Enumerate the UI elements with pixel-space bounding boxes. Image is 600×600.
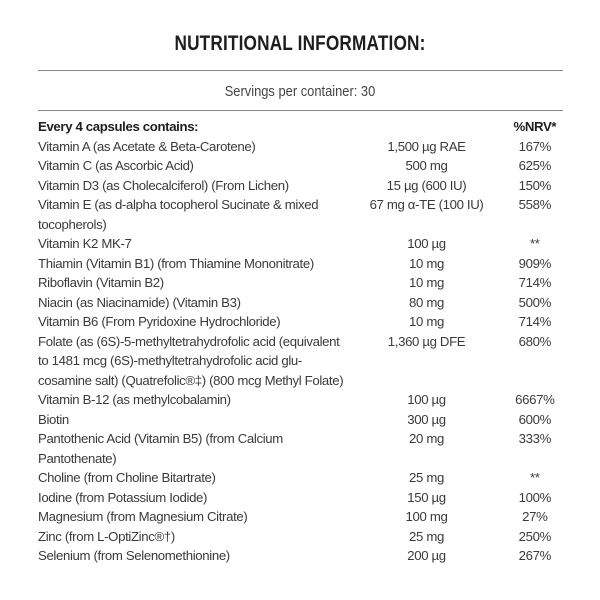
nutrient-amount: 100 µg xyxy=(407,392,446,407)
nutrient-amount: 150 µg xyxy=(407,489,446,505)
nutrient-name: Folate (as (6S)-5-methyltetrahydrofolic … xyxy=(38,333,344,388)
nutrient-nrv: ** xyxy=(530,236,540,251)
nutrient-nrv: 714% xyxy=(518,275,552,290)
table-row: Vitamin B-12 (as methylcobalamin) 100 µg 6… xyxy=(38,390,563,410)
nutrient-amount: 67 mg α-TE (100 IU) xyxy=(369,197,484,212)
table-row: Vitamin C (as Ascorbic Acid) 500 mg 625% xyxy=(38,156,563,176)
nutrient-name: Niacin (as Niacinamide) (Vitamin B3) xyxy=(38,294,241,310)
nutrient-nrv: 558% xyxy=(518,197,552,212)
nutrient-amount: 10 mg xyxy=(409,255,444,271)
nutrition-table: Every 4 capsules contains: %NRV* Vitamin… xyxy=(38,117,563,566)
nutrient-name: Magnesium (from Magnesium Citrate) xyxy=(38,509,248,524)
table-row: Zinc (from L-OptiZinc®†) 25 mg 250% xyxy=(38,527,563,547)
table-row: Biotin 300 µg 600% xyxy=(38,410,563,430)
table-row: Vitamin K2 MK-7 100 µg ** xyxy=(38,234,563,254)
nutrient-amount: 80 mg xyxy=(409,294,444,310)
nutrient-amount: 300 µg xyxy=(407,411,446,427)
nutrient-nrv: 714% xyxy=(518,314,552,329)
nutrient-nrv: 267% xyxy=(518,548,552,563)
table-row: Niacin (as Niacinamide) (Vitamin B3) 80 m… xyxy=(38,293,563,313)
nutrient-amount: 100 µg xyxy=(407,236,446,251)
nutrient-nrv: 167% xyxy=(518,138,552,154)
nutrient-name: Vitamin C (as Ascorbic Acid) xyxy=(38,158,194,173)
table-row: Selenium (from Selenomethionine) 200 µg 26… xyxy=(38,546,563,566)
nutrient-amount: 20 mg xyxy=(409,431,444,446)
table-row: Iodine (from Potassium Iodide) 150 µg 100% xyxy=(38,488,563,508)
nutrient-nrv: 333% xyxy=(518,431,552,446)
nutrient-nrv: ** xyxy=(530,470,540,485)
nutrient-nrv: 500% xyxy=(518,294,552,310)
nutrient-name: Vitamin E (as d-alpha tocopherol Sucinat… xyxy=(38,197,319,232)
table-row: Vitamin E (as d-alpha tocopherol Sucinat… xyxy=(38,195,563,234)
nutrient-amount: 15 µg (600 IU) xyxy=(386,177,467,193)
nutrient-nrv: 27% xyxy=(522,509,548,524)
nutrient-amount: 25 mg xyxy=(409,528,444,544)
nutrient-name: Vitamin B-12 (as methylcobalamin) xyxy=(38,392,231,407)
nutrient-amount: 100 mg xyxy=(405,509,448,524)
table-row: Thiamin (Vitamin B1) (from Thiamine Mono… xyxy=(38,254,563,274)
nutrient-nrv: 150% xyxy=(518,177,552,193)
nutrient-name: Vitamin K2 MK-7 xyxy=(38,236,132,251)
nutrient-name: Thiamin (Vitamin B1) (from Thiamine Mono… xyxy=(38,255,314,271)
table-row: Pantothenic Acid (Vitamin B5) (from Calc… xyxy=(38,429,563,468)
table-row: Vitamin D3 (as Cholecalciferol) (From Li… xyxy=(38,176,563,196)
table-row: Magnesium (from Magnesium Citrate) 100 mg… xyxy=(38,507,563,527)
header-nrv: %NRV* xyxy=(513,119,557,134)
nutrient-nrv: 680% xyxy=(518,333,552,349)
nutrient-amount: 200 µg xyxy=(407,548,446,563)
nutrient-amount: 500 mg xyxy=(405,158,448,173)
nutrient-amount: 10 mg xyxy=(409,314,444,329)
nutrient-name: Selenium (from Selenomethionine) xyxy=(38,548,230,563)
nutrient-name: Vitamin D3 (as Cholecalciferol) (From Li… xyxy=(38,177,289,193)
table-row: Vitamin B6 (From Pyridoxine Hydrochlorid… xyxy=(38,312,563,332)
table-row: Vitamin A (as Acetate & Beta-Carotene) 1,… xyxy=(38,137,563,157)
nutrient-amount: 10 mg xyxy=(409,275,444,290)
divider xyxy=(38,110,563,111)
nutrient-amount: 25 mg xyxy=(409,470,444,485)
table-row: Riboflavin (Vitamin B2) 10 mg 714% xyxy=(38,273,563,293)
header-amount xyxy=(352,117,500,137)
nutrient-name: Choline (from Choline Bitartrate) xyxy=(38,470,216,485)
nutrient-nrv: 909% xyxy=(518,255,552,271)
nutrient-nrv: 600% xyxy=(518,411,552,427)
nutrient-nrv: 250% xyxy=(518,528,552,544)
table-header: Every 4 capsules contains: %NRV* xyxy=(38,117,563,137)
nutrient-name: Iodine (from Potassium Iodide) xyxy=(38,489,208,505)
nutrient-name: Biotin xyxy=(38,411,69,427)
nutrient-name: Riboflavin (Vitamin B2) xyxy=(38,275,164,290)
nutrient-nrv: 625% xyxy=(518,158,552,173)
nutrient-name: Zinc (from L-OptiZinc®†) xyxy=(38,528,175,544)
nutrient-name: Vitamin A (as Acetate & Beta-Carotene) xyxy=(38,138,256,154)
table-row: Folate (as (6S)-5-methyltetrahydrofolic … xyxy=(38,332,563,391)
table-row: Choline (from Choline Bitartrate) 25 mg ** xyxy=(38,468,563,488)
divider xyxy=(38,70,563,71)
nutrient-nrv: 6667% xyxy=(515,392,555,407)
nutrient-name: Pantothenic Acid (Vitamin B5) (from Calc… xyxy=(38,431,283,466)
nutrient-amount: 1,500 µg RAE xyxy=(387,138,466,154)
nutrient-amount: 1,360 µg DFE xyxy=(387,333,466,349)
header-label: Every 4 capsules contains: xyxy=(38,119,199,134)
nutrient-name: Vitamin B6 (From Pyridoxine Hydrochlorid… xyxy=(38,314,281,329)
page-title: NUTRITIONAL INFORMATION: xyxy=(174,32,426,55)
servings-text: Servings per container: 30 xyxy=(224,83,376,100)
nutrient-nrv: 100% xyxy=(518,489,552,505)
